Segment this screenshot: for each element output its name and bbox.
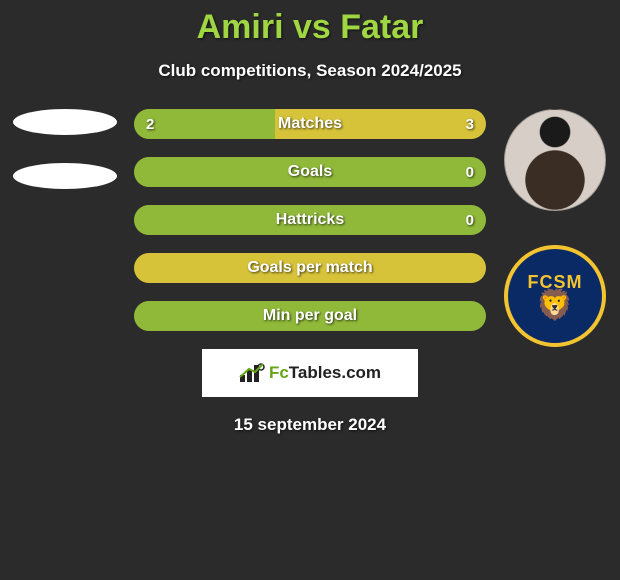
comparison-area: FCSM 🦁 23Matches0Goals0HattricksGoals pe…: [0, 109, 620, 331]
brand-fc: Fc: [269, 363, 289, 382]
comparison-bars: 23Matches0Goals0HattricksGoals per match…: [134, 109, 486, 331]
bar-right-value: 0: [466, 157, 474, 187]
bar-right-value: 3: [466, 109, 474, 139]
left-avatar-shape: [13, 109, 117, 135]
left-club-shape: [13, 163, 117, 189]
bar-fill: [134, 301, 486, 331]
bar-right-fill: [275, 109, 486, 139]
bar-right-value: 0: [466, 205, 474, 235]
subtitle: Club competitions, Season 2024/2025: [0, 61, 620, 81]
bar-fill: [134, 205, 486, 235]
right-avatar: [504, 109, 606, 211]
right-player-column: FCSM 🦁: [500, 109, 610, 347]
bar-row: Min per goal: [134, 301, 486, 331]
bar-left-value: 2: [146, 109, 154, 139]
brand-text: FcTables.com: [269, 363, 381, 383]
bar-row: 0Goals: [134, 157, 486, 187]
right-club-badge: FCSM 🦁: [504, 245, 606, 347]
date-text: 15 september 2024: [0, 415, 620, 435]
brand-tables: Tables.com: [289, 363, 381, 382]
lion-icon: 🦁: [536, 291, 573, 321]
bar-row: Goals per match: [134, 253, 486, 283]
bar-row: 0Hattricks: [134, 205, 486, 235]
brand-box: FcTables.com: [202, 349, 418, 397]
page-title: Amiri vs Fatar: [0, 0, 620, 47]
brand-logo-icon: [239, 363, 265, 383]
left-player-column: [10, 109, 120, 189]
bar-fill: [134, 253, 486, 283]
bar-row: 23Matches: [134, 109, 486, 139]
bar-left-fill: [134, 109, 275, 139]
bar-fill: [134, 157, 486, 187]
